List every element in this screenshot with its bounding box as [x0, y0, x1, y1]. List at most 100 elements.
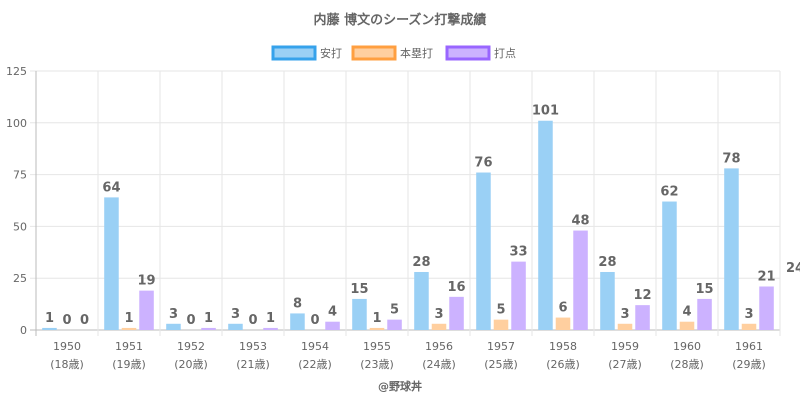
bar-2-1953[interactable]: [263, 327, 278, 330]
x-tick-sublabel: (28歳): [670, 358, 704, 371]
data-label: 28: [412, 255, 430, 270]
data-label: 21: [757, 269, 775, 284]
data-label: 1: [372, 311, 381, 326]
bar-0-1959[interactable]: [600, 271, 615, 330]
data-label: 4: [328, 305, 337, 320]
y-tick-label: 0: [20, 324, 27, 337]
bar-0-1956[interactable]: [414, 271, 429, 330]
data-label: 3: [231, 307, 240, 322]
x-axis: 1950 (18歳) 1951 (19歳) 1952 (20歳) 1953 (21歳) 1954…: [50, 340, 766, 371]
x-tick-sublabel: (18歳): [50, 358, 84, 371]
gridlines: [30, 70, 781, 336]
bar-2-1959[interactable]: [635, 305, 650, 330]
bar-0-1953[interactable]: [228, 323, 243, 330]
x-tick-label: 1954: [301, 340, 329, 353]
y-tick-label: 25: [13, 272, 27, 285]
x-tick-label: 1953: [239, 340, 267, 353]
data-label: 5: [390, 303, 399, 318]
data-label: 0: [248, 313, 257, 328]
data-label: 78: [722, 151, 740, 166]
data-label: 0: [80, 313, 89, 328]
bar-1-1958[interactable]: [555, 317, 571, 330]
bar-0-1951[interactable]: [104, 197, 119, 330]
data-label: 62: [660, 185, 678, 200]
chart-title: 内藤 博文のシーズン打撃成績: [314, 12, 487, 28]
x-tick-label: 1950: [53, 340, 81, 353]
data-label: 0: [186, 313, 195, 328]
x-tick-label: 1957: [487, 340, 515, 353]
x-tick-sublabel: (22歳): [298, 358, 332, 371]
data-label: 1: [204, 311, 213, 326]
x-tick-sublabel: (26歳): [546, 358, 580, 371]
data-label: 1: [45, 311, 54, 326]
x-tick-sublabel: (24歳): [422, 358, 456, 371]
x-tick-label: 1959: [611, 340, 639, 353]
data-label: 101: [532, 104, 559, 119]
legend-swatch-1[interactable]: [351, 45, 397, 61]
bar-0-1960[interactable]: [662, 201, 677, 330]
bar-0-1961[interactable]: [724, 168, 739, 330]
bar-0-1955[interactable]: [352, 298, 367, 330]
data-label: 0: [62, 313, 71, 328]
bar-2-1951[interactable]: [139, 290, 154, 330]
bar-2-1954[interactable]: [325, 321, 340, 330]
data-label: 3: [620, 307, 629, 322]
data-label: 8: [293, 296, 302, 311]
data-label: 3: [434, 307, 443, 322]
x-tick-label: 1956: [425, 340, 453, 353]
bar-0-1957[interactable]: [476, 172, 491, 330]
data-label: 15: [695, 282, 713, 297]
bar-0-1950[interactable]: [42, 327, 57, 330]
y-tick-label: 75: [13, 169, 27, 182]
overflow-data-label: 24: [786, 261, 800, 276]
legend-label-2: 打点: [494, 46, 516, 60]
bar-0-1952[interactable]: [166, 323, 181, 330]
data-label: 48: [571, 214, 589, 229]
bar-2-1961[interactable]: [759, 286, 774, 330]
bar-2-1955[interactable]: [387, 319, 402, 330]
x-tick-label: 1960: [673, 340, 701, 353]
legend: 安打 本塁打 打点: [271, 45, 516, 61]
bar-0-1954[interactable]: [290, 313, 305, 330]
x-tick-label: 1955: [363, 340, 391, 353]
legend-swatch-2[interactable]: [445, 45, 491, 61]
x-tick-label: 1958: [549, 340, 577, 353]
data-label: 76: [474, 156, 492, 171]
bar-2-1957[interactable]: [511, 261, 526, 330]
bar-1-1957[interactable]: [493, 319, 509, 330]
bar-1-1959[interactable]: [617, 323, 633, 330]
data-label: 1: [124, 311, 133, 326]
y-axis: 0 25 50 75 100 125: [6, 65, 27, 337]
bar-1-1956[interactable]: [431, 323, 447, 330]
bar-1-1955[interactable]: [369, 327, 385, 330]
bar-2-1952[interactable]: [201, 327, 216, 330]
legend-label-1: 本塁打: [400, 46, 433, 60]
y-tick-label: 125: [6, 65, 27, 78]
bar-1-1951[interactable]: [121, 327, 137, 330]
y-tick-label: 50: [13, 220, 27, 233]
legend-label-0: 安打: [320, 46, 342, 60]
data-label: 16: [447, 280, 465, 295]
x-tick-label: 1952: [177, 340, 205, 353]
x-tick-label: 1951: [115, 340, 143, 353]
data-label: 3: [744, 307, 753, 322]
credit-label: @野球丼: [378, 379, 422, 393]
bar-1-1961[interactable]: [741, 323, 757, 330]
bar-2-1960[interactable]: [697, 298, 712, 330]
data-label: 19: [137, 274, 155, 289]
data-label: 6: [558, 301, 567, 316]
bar-0-1958[interactable]: [538, 120, 553, 330]
x-tick-sublabel: (23歳): [360, 358, 394, 371]
bar-2-1958[interactable]: [573, 230, 588, 330]
legend-swatch-0[interactable]: [271, 45, 317, 61]
data-label: 4: [682, 305, 691, 320]
data-label: 64: [102, 180, 120, 195]
data-label: 1: [266, 311, 275, 326]
data-label: 3: [169, 307, 178, 322]
bar-1-1960[interactable]: [679, 321, 695, 330]
x-tick-sublabel: (25歳): [484, 358, 518, 371]
bar-2-1956[interactable]: [449, 296, 464, 330]
x-tick-sublabel: (21歳): [236, 358, 270, 371]
